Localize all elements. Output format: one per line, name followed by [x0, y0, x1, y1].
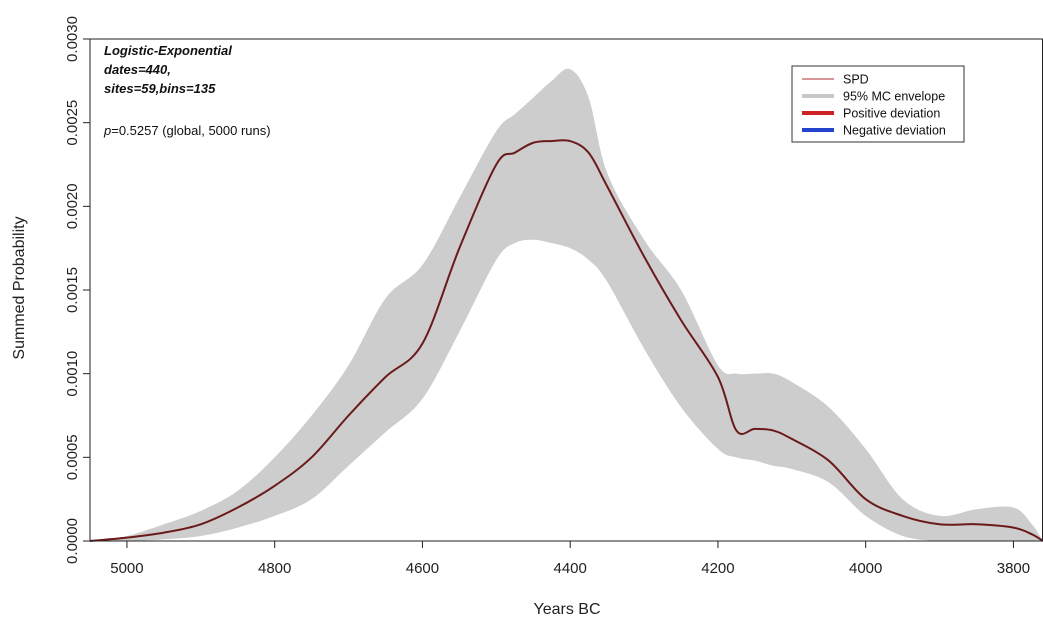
legend-entry-label: Positive deviation: [843, 107, 940, 121]
legend-entry-label: Negative deviation: [843, 124, 946, 138]
y-tick-label: 0.0020: [64, 183, 81, 229]
x-axis-title: Years BC: [534, 601, 601, 618]
x-tick-label: 4200: [701, 560, 734, 577]
p-value-text: =0.5257 (global, 5000 runs): [111, 123, 270, 138]
legend: SPD 95% MC envelope Positive deviation Nega…: [791, 65, 965, 143]
y-tick-label: 0.0010: [64, 351, 81, 397]
model-annotation: Logistic-Exponential dates=440, sites=59…: [103, 43, 271, 138]
plot-area: [89, 68, 1043, 542]
dates-label: dates=440,: [104, 62, 171, 77]
x-tick-label: 5000: [110, 560, 143, 577]
x-tick-label: 4800: [258, 560, 291, 577]
y-axis: 0.0000 0.0005 0.0010 0.0015 0.0020 0.0025 0.00…: [64, 16, 90, 564]
mc-envelope-area: [90, 68, 1043, 542]
x-tick-label: 3800: [997, 560, 1030, 577]
x-tick-label: 4600: [406, 560, 439, 577]
y-tick-label: 0.0005: [64, 434, 81, 480]
y-axis-title: Summed Probability: [11, 216, 28, 359]
x-tick-label: 4400: [554, 560, 587, 577]
x-axis: 5000 4800 4600 4400 4200 4000 3800: [110, 541, 1030, 577]
p-symbol: p: [103, 123, 111, 138]
y-tick-label: 0.0000: [64, 518, 81, 564]
legend-entry-label: SPD: [843, 73, 869, 87]
y-tick-label: 0.0025: [64, 100, 81, 146]
model-name-label: Logistic-Exponential: [104, 43, 232, 58]
spd-line: [89, 139, 1043, 542]
legend-entry-label: 95% MC envelope: [843, 90, 945, 104]
p-value-label: p=0.5257 (global, 5000 runs): [103, 123, 271, 138]
y-tick-label: 0.0015: [64, 267, 81, 313]
y-tick-label: 0.0030: [64, 16, 81, 62]
x-tick-label: 4000: [849, 560, 882, 577]
sites-bins-label: sites=59,bins=135: [104, 81, 216, 96]
